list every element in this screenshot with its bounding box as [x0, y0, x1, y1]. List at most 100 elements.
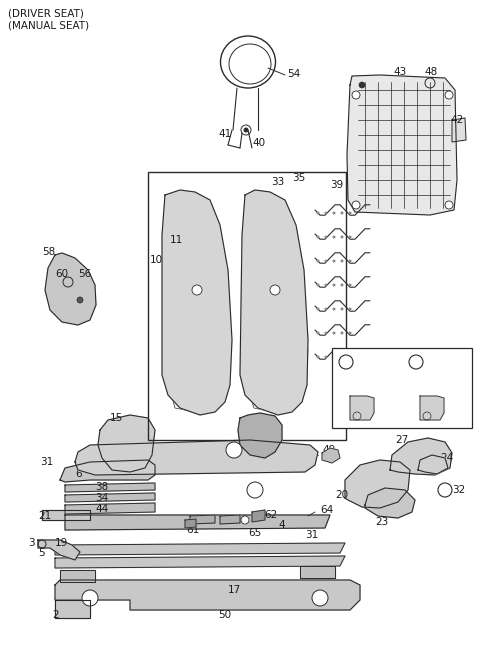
Circle shape: [348, 260, 351, 262]
Circle shape: [333, 308, 336, 310]
Polygon shape: [190, 515, 215, 524]
Text: 49: 49: [322, 445, 335, 455]
Polygon shape: [252, 510, 265, 522]
Circle shape: [333, 260, 336, 262]
Polygon shape: [60, 570, 95, 582]
Text: 6: 6: [75, 469, 82, 479]
Polygon shape: [347, 75, 457, 215]
Polygon shape: [65, 515, 330, 530]
Text: b: b: [413, 358, 419, 367]
Text: 15: 15: [110, 413, 123, 423]
Circle shape: [352, 91, 360, 99]
Text: 23: 23: [375, 517, 388, 527]
Circle shape: [316, 211, 320, 215]
Polygon shape: [65, 503, 155, 514]
Text: (MANUAL SEAT): (MANUAL SEAT): [8, 20, 89, 30]
Text: 43: 43: [393, 67, 406, 77]
Circle shape: [340, 283, 344, 287]
Text: 19: 19: [55, 538, 68, 548]
Circle shape: [348, 211, 351, 215]
Circle shape: [270, 285, 280, 295]
Text: 10: 10: [150, 255, 163, 265]
Circle shape: [247, 482, 263, 498]
Text: 62: 62: [264, 510, 277, 520]
Polygon shape: [322, 448, 340, 463]
Text: 27: 27: [395, 435, 408, 445]
Text: 20: 20: [335, 490, 348, 500]
Text: 32: 32: [452, 485, 465, 495]
Text: 54: 54: [287, 69, 300, 79]
Circle shape: [241, 516, 249, 524]
Circle shape: [340, 236, 344, 239]
Text: 7: 7: [100, 450, 107, 460]
Text: 40: 40: [252, 138, 265, 148]
Circle shape: [348, 356, 351, 358]
Circle shape: [316, 356, 320, 358]
Polygon shape: [350, 396, 374, 420]
Circle shape: [333, 283, 336, 287]
Polygon shape: [55, 556, 345, 568]
Polygon shape: [365, 488, 415, 518]
Circle shape: [324, 308, 327, 310]
Bar: [148, 172, 346, 440]
Circle shape: [324, 236, 327, 239]
Text: 17: 17: [228, 585, 241, 595]
Circle shape: [445, 201, 453, 209]
Polygon shape: [420, 396, 444, 420]
Polygon shape: [55, 600, 90, 618]
Circle shape: [312, 590, 328, 606]
Polygon shape: [240, 190, 308, 415]
Circle shape: [316, 308, 320, 310]
Polygon shape: [162, 190, 232, 415]
Text: 42: 42: [450, 115, 463, 125]
Circle shape: [409, 355, 423, 369]
Text: 60: 60: [55, 269, 68, 279]
Circle shape: [316, 331, 320, 335]
Text: 56: 56: [78, 269, 91, 279]
Text: 21: 21: [38, 511, 51, 521]
Circle shape: [340, 308, 344, 310]
Polygon shape: [60, 460, 155, 482]
Text: (DRIVER SEAT): (DRIVER SEAT): [8, 9, 84, 19]
Circle shape: [348, 331, 351, 335]
Circle shape: [324, 356, 327, 358]
Circle shape: [226, 442, 242, 458]
Polygon shape: [42, 510, 90, 520]
Text: 33: 33: [271, 177, 284, 187]
Circle shape: [359, 82, 365, 88]
Polygon shape: [418, 455, 448, 474]
Text: 61: 61: [186, 525, 199, 535]
Text: 3: 3: [28, 538, 35, 548]
Circle shape: [316, 260, 320, 262]
Text: 50: 50: [218, 610, 231, 620]
Text: b: b: [231, 445, 237, 455]
Polygon shape: [452, 118, 466, 142]
Text: a: a: [252, 485, 258, 495]
Text: 67: 67: [426, 357, 439, 367]
Circle shape: [340, 260, 344, 262]
Circle shape: [445, 91, 453, 99]
Text: 35: 35: [292, 173, 305, 183]
Text: 31: 31: [40, 457, 53, 467]
Polygon shape: [75, 440, 318, 475]
Circle shape: [348, 283, 351, 287]
Circle shape: [333, 356, 336, 358]
Circle shape: [333, 236, 336, 239]
Text: 48: 48: [424, 67, 437, 77]
Circle shape: [324, 260, 327, 262]
Polygon shape: [98, 415, 155, 472]
Circle shape: [316, 236, 320, 239]
Circle shape: [340, 211, 344, 215]
Text: 41: 41: [218, 129, 231, 139]
Circle shape: [316, 283, 320, 287]
Text: 38: 38: [95, 482, 108, 492]
Text: 58: 58: [42, 247, 55, 257]
Text: 34: 34: [95, 493, 108, 503]
Circle shape: [333, 331, 336, 335]
Text: 4: 4: [278, 520, 285, 530]
Circle shape: [77, 297, 83, 303]
Text: 65: 65: [248, 528, 261, 538]
Text: 44: 44: [95, 504, 108, 514]
Text: 31: 31: [305, 530, 318, 540]
Circle shape: [324, 211, 327, 215]
